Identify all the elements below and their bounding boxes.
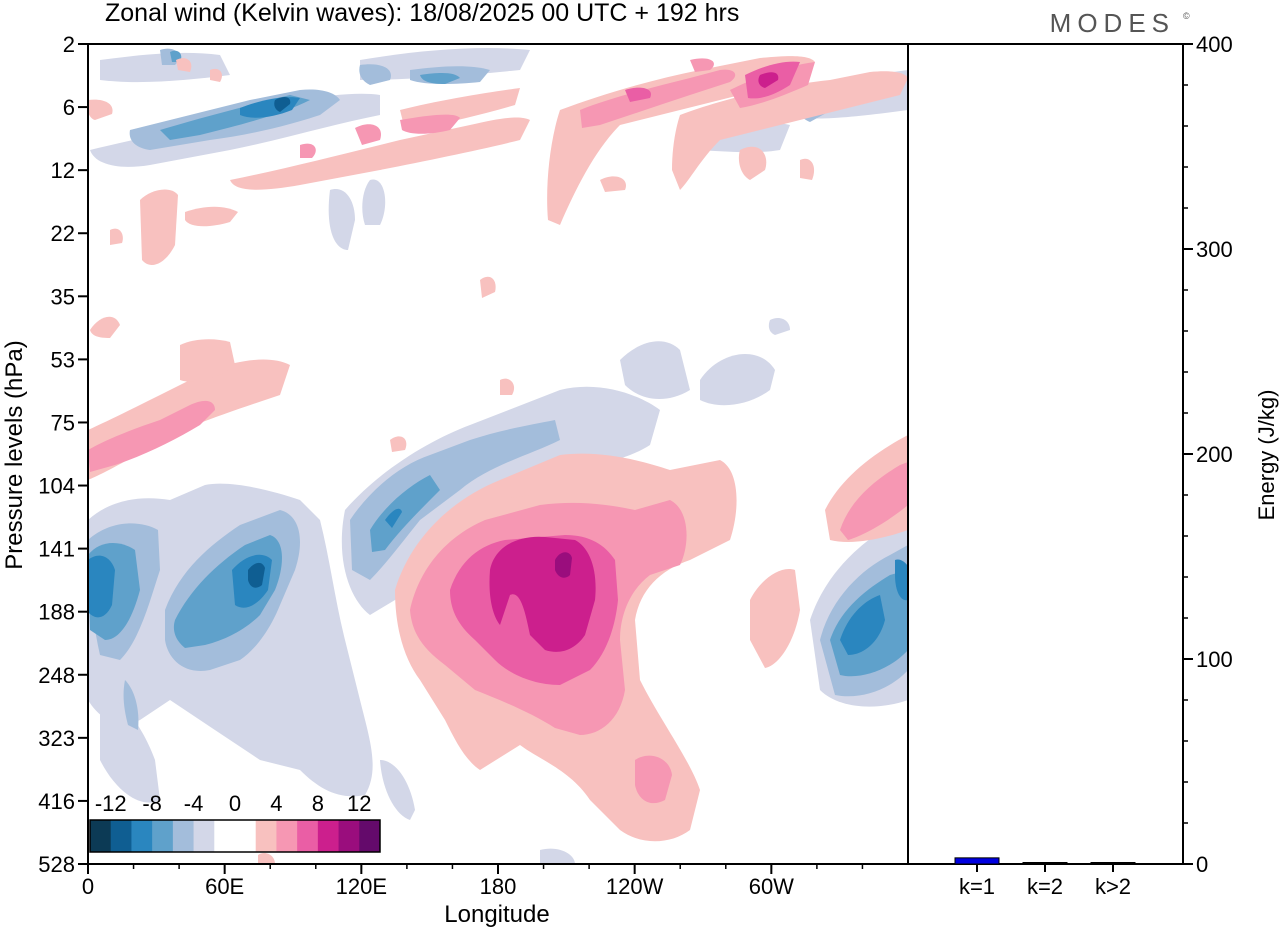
x-axis-title: Longitude [444, 901, 549, 928]
pressure-axis: 2 6 12 22 35 53 75 104 141 188 248 323 416 528 [38, 32, 88, 877]
x-tick-label: 120E [336, 874, 387, 899]
y-tick-label: 141 [38, 537, 75, 562]
colorbar-label: 0 [229, 791, 241, 816]
x-tick-label: 60E [205, 874, 244, 899]
energy-axis: 0 100 200 300 400 [1183, 32, 1233, 877]
colorbar-swatch [110, 820, 132, 852]
y-tick-label: 528 [38, 852, 75, 877]
energy-tick-label: 0 [1196, 852, 1208, 877]
colorbar-swatch [193, 820, 215, 852]
x-tick-label: 0 [82, 874, 94, 899]
colorbar-swatch [235, 820, 257, 852]
energy-tick-label: 300 [1196, 237, 1233, 262]
colorbar: -12 -8 -4 0 4 8 12 [89, 791, 381, 853]
bar-category-label: k>2 [1095, 874, 1131, 899]
colorbar-swatch [131, 820, 153, 852]
bar-category-label: k=2 [1027, 874, 1063, 899]
colorbar-swatch [172, 820, 195, 852]
colorbar-label: -4 [184, 791, 204, 816]
y-axis-title: Pressure levels (hPa) [1, 340, 28, 569]
colorbar-swatch [152, 820, 174, 852]
colorbar-swatch [338, 820, 360, 852]
y-tick-label: 35 [51, 284, 75, 309]
neg-contour-level-5 [248, 96, 291, 588]
colorbar-swatch [276, 820, 298, 852]
x-tick-label: 120W [606, 874, 664, 899]
x-tick-label: 180 [480, 874, 517, 899]
y-tick-label: 416 [38, 789, 75, 814]
energy-tick-label: 200 [1196, 442, 1233, 467]
energy-bar [1090, 862, 1136, 865]
colorbar-swatch [359, 820, 381, 852]
colorbar-swatch [255, 820, 277, 852]
y-tick-label: 104 [38, 474, 75, 499]
colorbar-swatch [214, 820, 236, 852]
chart-title: Zonal wind (Kelvin waves): 18/08/2025 00… [105, 0, 739, 27]
energy-tick-label: 400 [1196, 32, 1233, 57]
energy-panel-frame [907, 43, 1184, 865]
y-tick-label: 12 [51, 158, 75, 183]
energy-tick-label: 100 [1196, 647, 1233, 672]
energy-axis-title: Energy (J/kg) [1254, 390, 1279, 521]
y-tick-label: 188 [38, 600, 75, 625]
y-tick-label: 75 [51, 410, 75, 435]
pos-contour-level-5 [555, 552, 572, 578]
y-tick-label: 323 [38, 726, 75, 751]
colorbar-swatch [317, 820, 340, 852]
bar-category-label: k=1 [959, 874, 995, 899]
colorbar-label: -8 [142, 791, 162, 816]
energy-bar [1022, 862, 1068, 865]
zonal-wind-contour-field [88, 48, 908, 864]
colorbar-label: 4 [270, 791, 282, 816]
y-tick-label: 248 [38, 663, 75, 688]
logo-copyright-mark: © [1183, 11, 1190, 21]
colorbar-label: -12 [95, 791, 127, 816]
colorbar-frame [89, 819, 381, 853]
colorbar-swatch [90, 820, 112, 852]
x-tick-label: 60W [749, 874, 794, 899]
y-tick-label: 6 [63, 95, 75, 120]
colorbar-label: 8 [312, 791, 324, 816]
energy-bars: k=1 k=2 k>2 [954, 857, 1136, 899]
modes-logo: MODES [1050, 8, 1175, 38]
y-tick-label: 53 [51, 347, 75, 372]
colorbar-label: 12 [347, 791, 371, 816]
colorbar-swatch [297, 820, 319, 852]
y-tick-label: 22 [51, 221, 75, 246]
longitude-axis: 0 60E 120E 180 120W 60W [82, 864, 864, 899]
y-tick-label: 2 [63, 32, 75, 57]
energy-bar [954, 857, 1000, 865]
